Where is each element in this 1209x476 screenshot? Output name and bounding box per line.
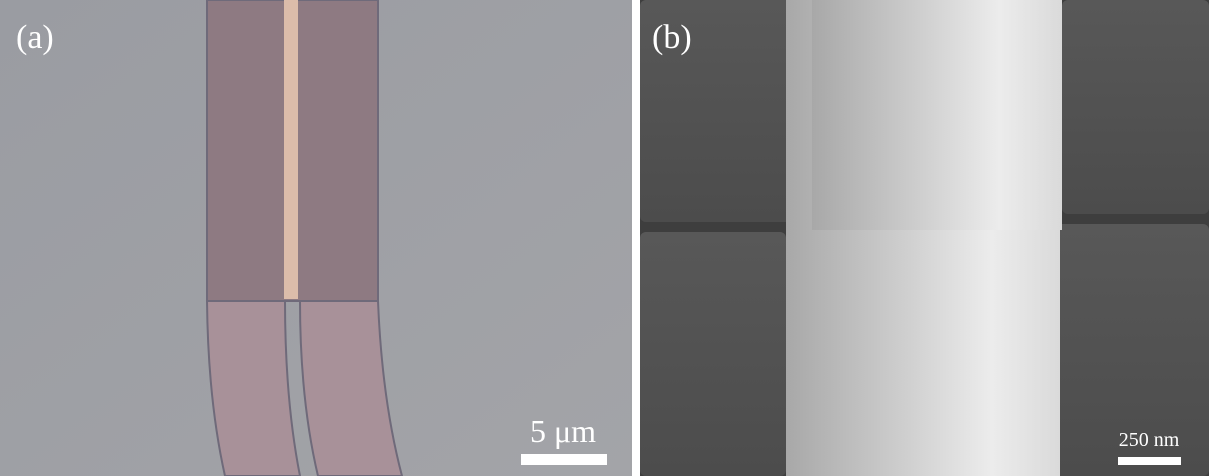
scale-bar [521, 454, 607, 465]
panel-a: (a) 5 μm [0, 0, 632, 476]
panel-label: (a) [16, 19, 54, 56]
electrode [640, 232, 786, 476]
lead-left [207, 301, 300, 476]
wire [284, 0, 298, 299]
nanowire [812, 0, 1062, 230]
scale-bar [1118, 457, 1181, 465]
electrode [1062, 0, 1209, 214]
panel-b: (b) 250 nm [640, 0, 1209, 476]
figure: (a) 5 μm (b) 250 nm [0, 0, 1209, 476]
scale-label: 250 nm [1119, 429, 1180, 451]
scale-label: 5 μm [530, 413, 596, 449]
panel-label: (b) [652, 19, 692, 56]
